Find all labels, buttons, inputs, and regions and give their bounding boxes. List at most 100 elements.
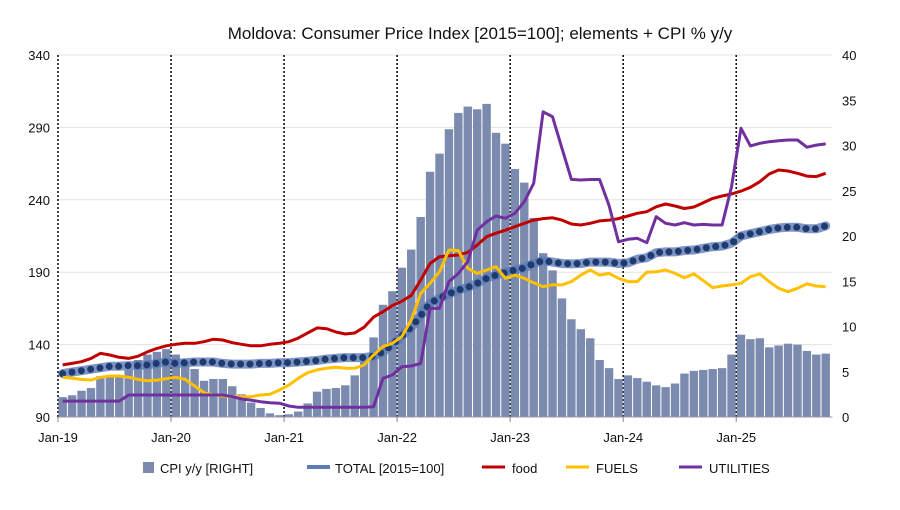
cpi-yoy-bar [209, 378, 218, 417]
cpi-yoy-bar [576, 329, 586, 417]
x-tick-label: Jan-21 [264, 430, 304, 445]
left-tick-label: 340 [28, 48, 50, 63]
cpi-yoy-bar [717, 368, 727, 417]
cpi-yoy-bar [265, 413, 275, 417]
cpi-yoy-bar [312, 391, 322, 417]
cpi-yoy-bar [77, 390, 86, 417]
cpi-yoy-bar [520, 182, 529, 417]
series-lines [58, 110, 831, 409]
cpi-yoy-bar [642, 381, 651, 417]
cpi-yoy-bar [294, 411, 303, 417]
cpi-yoy-bar [708, 369, 717, 417]
cpi-yoy-bar [369, 337, 378, 417]
left-tick-label: 90 [36, 410, 50, 425]
cpi-yoy-bar [699, 369, 708, 417]
cpi-yoy-bar [783, 343, 793, 417]
legend-label-utilities: UTILITIES [709, 461, 770, 476]
cpi-yoy-bar [755, 338, 764, 417]
fuels-line [62, 248, 826, 399]
x-tick-label: Jan-25 [716, 430, 756, 445]
cpi-yoy-bar [397, 267, 407, 417]
cpi-yoy-bar [633, 378, 642, 417]
cpi-yoy-bar [586, 338, 595, 417]
cpi-yoy-bar [736, 334, 746, 417]
left-tick-label: 240 [28, 193, 50, 208]
axes: 90 140 190 240 290 340 0 5 10 15 20 25 30 35 40 Jan-19 J… [28, 48, 856, 445]
cpi-yoy-bar [557, 298, 567, 417]
cpi-yoy-bar [510, 169, 520, 417]
x-tick-label: Jan-24 [603, 430, 643, 445]
right-tick-label: 0 [842, 410, 849, 425]
cpi-yoy-bar [538, 253, 548, 417]
cpi-yoy-bar [58, 397, 67, 417]
cpi-yoy-bar [171, 354, 180, 417]
cpi-yoy-bar [802, 350, 812, 417]
cpi-yoy-bar [246, 402, 256, 417]
cpi-yoy-bar [152, 351, 162, 417]
cpi-yoy-bar [425, 171, 435, 417]
cpi-yoy-bar [651, 385, 661, 417]
right-tick-label: 30 [842, 139, 856, 154]
cpi-yoy-bar [548, 270, 557, 417]
legend: CPI y/y [RIGHT] TOTAL [2015=100] food FU… [143, 461, 770, 476]
cpi-yoy-bar [746, 339, 755, 417]
cpi-yoy-bar [595, 359, 604, 417]
right-tick-label: 10 [842, 320, 856, 335]
cpi-yoy-bar [482, 103, 491, 418]
right-tick-label: 25 [842, 184, 856, 199]
cpi-yoy-bar [765, 347, 774, 417]
right-tick-label: 15 [842, 274, 856, 289]
cpi-yoy-bar [331, 388, 341, 417]
cpi-yoy-bar [162, 349, 171, 417]
cpi-yoy-bar [115, 376, 124, 417]
cpi-yoy-bar [133, 359, 143, 417]
cpi-yoy-bar [689, 370, 699, 417]
cpi-yoy-bar [793, 344, 802, 417]
cpi-yoy-bar [228, 386, 237, 417]
cpi-yoy-bar [124, 369, 133, 417]
cpi-yoy-bar [96, 376, 105, 417]
legend-label-fuels: FUELS [596, 461, 638, 476]
right-tick-label: 5 [842, 365, 849, 380]
x-tick-label: Jan-20 [151, 430, 191, 445]
x-tick-label: Jan-19 [38, 430, 78, 445]
cpi-yoy-bar [180, 361, 190, 417]
cpi-yoy-bar [341, 385, 350, 417]
cpi-yoy-bar [444, 129, 454, 417]
chart-title: Moldova: Consumer Price Index [2015=100]… [228, 24, 733, 43]
cpi-yoy-bar [604, 368, 614, 417]
cpi-yoy-bar [378, 304, 388, 417]
cpi-yoy-bar [284, 414, 293, 417]
cpi-yoy-bar [821, 353, 830, 417]
legend-label-cpi: CPI y/y [RIGHT] [160, 461, 253, 476]
left-tick-label: 290 [28, 120, 50, 135]
cpi-yoy-bar [218, 378, 228, 417]
cpi-yoy-bar [350, 375, 359, 417]
right-tick-label: 20 [842, 229, 856, 244]
cpi-yoy-bar [623, 375, 633, 417]
left-tick-label: 190 [28, 265, 50, 280]
legend-label-total: TOTAL [2015=100] [335, 461, 444, 476]
legend-swatch-cpi [143, 462, 154, 473]
cpi-yoy-bar [774, 345, 783, 417]
cpi-yoy-bar [567, 319, 576, 417]
food-line [62, 168, 827, 367]
legend-label-food: food [512, 461, 537, 476]
cpi-yoy-bar [105, 376, 115, 417]
right-tick-label: 40 [842, 48, 856, 63]
cpi-yoy-bar [680, 373, 689, 417]
utilities-line [62, 110, 826, 409]
cpi-yoy-bar [661, 387, 670, 417]
cpi-yoy-bar [190, 369, 199, 417]
cpi-yoy-bar [454, 112, 463, 418]
right-tick-label: 35 [842, 93, 856, 108]
left-tick-label: 140 [28, 338, 50, 353]
cpi-yoy-bar [359, 361, 369, 417]
cpi-yoy-bar [529, 217, 538, 417]
x-tick-label: Jan-22 [377, 430, 417, 445]
cpi-yoy-bar [472, 109, 482, 418]
cpi-yoy-bar [670, 383, 680, 417]
cpi-yoy-bar [388, 291, 397, 417]
cpi-yoy-bar [67, 395, 77, 417]
